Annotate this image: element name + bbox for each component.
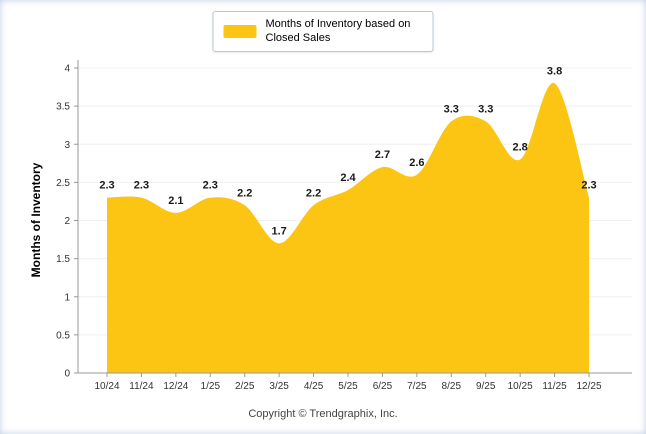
x-tick-label: 3/25 [269,381,289,392]
legend-swatch [223,24,257,38]
x-tick-label: 9/25 [476,381,496,392]
value-label: 1.7 [271,225,286,237]
y-tick-label: 2 [64,216,70,227]
y-tick-label: 2.5 [56,178,70,189]
x-tick-label: 11/25 [542,381,567,392]
y-tick-label: 4 [64,64,70,75]
value-label: 2.3 [581,180,596,192]
copyright: Copyright © Trendgraphix, Inc. [248,408,398,420]
legend-label: Months of Inventory based on Closed Sale… [265,18,411,45]
value-label: 2.1 [168,195,183,207]
x-tick-label: 12/24 [163,381,188,392]
y-axis-title: Months of Inventory [29,162,43,278]
value-label: 2.8 [512,142,527,154]
value-label: 2.4 [340,172,356,184]
y-tick-label: 0.5 [56,330,70,341]
legend: Months of Inventory based on Closed Sale… [212,11,434,52]
x-tick-label: 1/25 [201,381,221,392]
value-label: 2.3 [99,180,114,192]
y-tick-label: 1.5 [56,254,70,265]
x-tick-label: 10/24 [94,381,119,392]
x-tick-label: 10/25 [508,381,533,392]
x-tick-label: 5/25 [338,381,358,392]
x-tick-label: 11/24 [129,381,154,392]
value-label: 2.3 [203,180,218,192]
y-tick-label: 3 [64,140,70,151]
axis-labels: 0 0.5 1 1.5 2 2.5 3 3.5 4 10/24 11/24 12/24 1/25 2/25… [56,64,602,393]
value-label: 2.2 [237,187,252,199]
x-tick-label: 12/25 [576,381,601,392]
x-tick-label: 4/25 [304,381,324,392]
y-tick-label: 1 [64,292,70,303]
value-label: 2.3 [134,180,149,192]
x-tick-label: 8/25 [442,381,462,392]
value-label: 3.3 [444,103,459,115]
value-label: 3.3 [478,103,493,115]
value-label: 3.8 [547,65,562,77]
y-tick-label: 3.5 [56,102,70,113]
value-labels: 2.3 2.3 2.1 2.3 2.2 1.7 2.2 2.4 2.7 2.6 3.3 3.3 2.8 3… [99,65,596,237]
value-label: 2.2 [306,187,321,199]
inventory-area [107,82,589,373]
y-tick-label: 0 [64,369,70,380]
axes [74,60,632,377]
value-label: 2.6 [409,157,424,169]
series-area [107,82,589,373]
x-tick-label: 2/25 [235,381,255,392]
x-tick-label: 7/25 [407,381,427,392]
value-label: 2.7 [375,149,390,161]
x-tick-label: 6/25 [373,381,393,392]
